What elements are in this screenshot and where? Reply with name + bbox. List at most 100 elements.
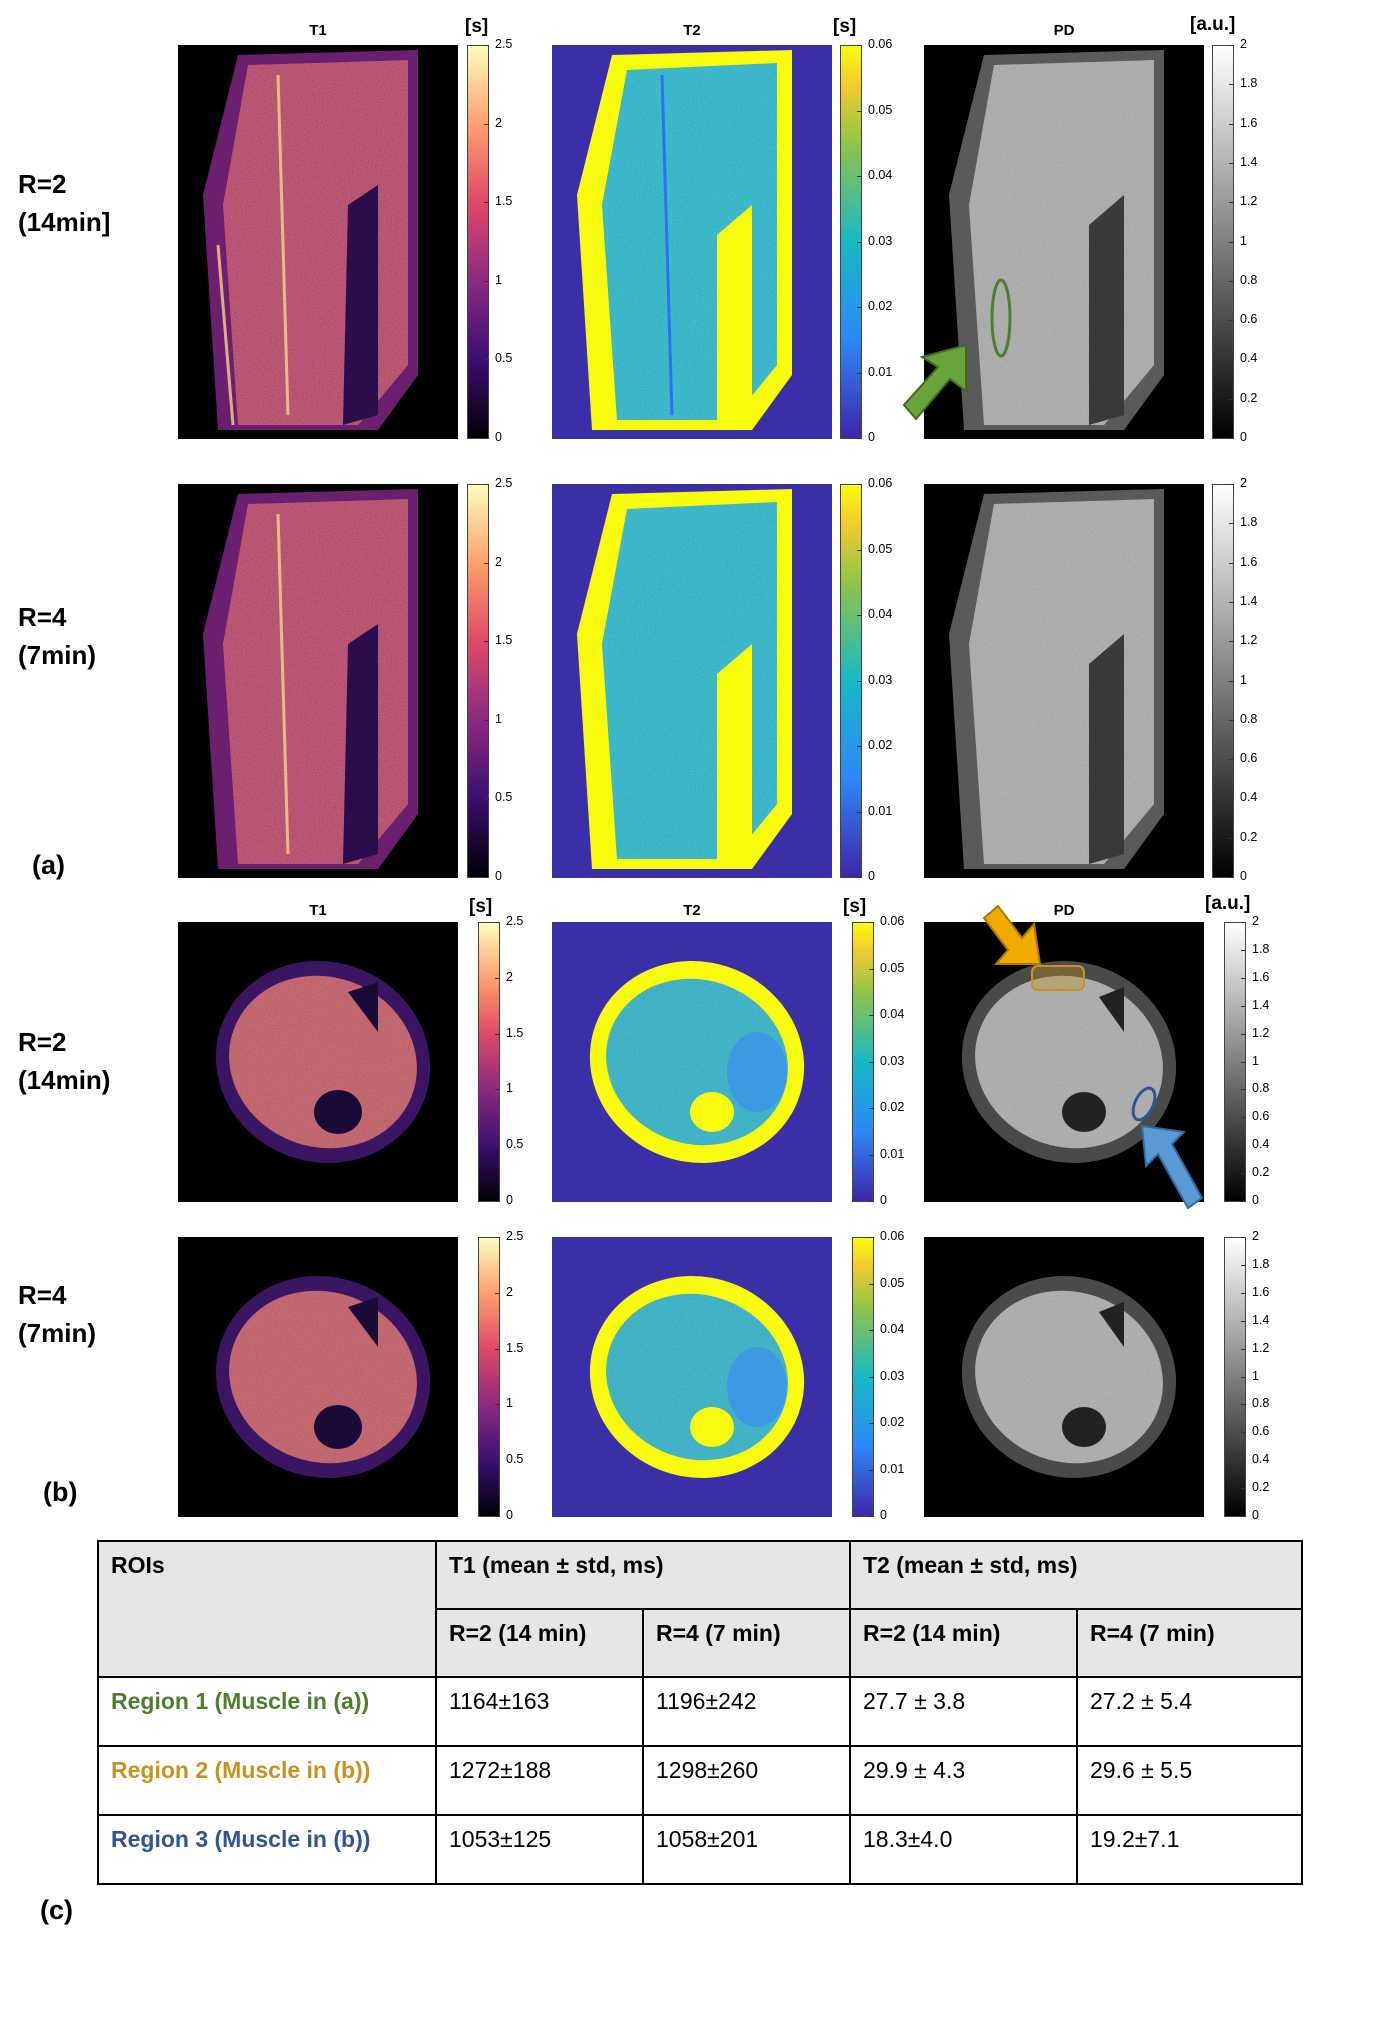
table-cell: 1058±201	[642, 1814, 851, 1885]
sub-header-t1-r4: R=4 (7 min)	[642, 1608, 851, 1678]
a-r2-t2-map	[552, 45, 832, 439]
colorbar-tick-mark	[484, 438, 489, 439]
a-t2-unit: [s]	[833, 16, 857, 37]
colorbar-tick-mark	[484, 123, 489, 125]
colorbar-tick-mark	[1229, 45, 1234, 46]
b-row1-label: R=2 (14min)	[18, 1027, 111, 1095]
colorbar-tick-mark	[1241, 1145, 1246, 1147]
colorbar-tick-label: 0.02	[880, 1100, 905, 1114]
table-cell: 19.2±7.1	[1076, 1814, 1303, 1885]
colorbar-tick-label: 0.4	[1252, 1452, 1270, 1467]
colorbar-tick-label: 1.2	[1252, 1340, 1270, 1355]
colorbar-tick-mark	[484, 877, 489, 878]
colorbar-tick-label: 0.06	[880, 1229, 905, 1243]
a-r4-t2-map	[552, 484, 832, 878]
colorbar-tick-label: 0.01	[868, 803, 893, 818]
colorbar-tick-label: 1	[1252, 1053, 1259, 1068]
colorbar-tick-mark	[1241, 1488, 1246, 1490]
colorbar-tick-mark	[857, 176, 862, 177]
colorbar-tick-label: 1	[1240, 672, 1247, 687]
colorbar-tick-label: 0.2	[1240, 829, 1258, 844]
colorbar-tick-label: 0.05	[880, 1275, 905, 1290]
colorbar-tick-label: 0.03	[880, 1368, 905, 1383]
colorbar-tick-label: 2.5	[495, 37, 513, 51]
colorbar-tick-mark	[484, 798, 489, 800]
colorbar-tick-mark	[1241, 1201, 1246, 1202]
colorbar-tick-label: 0.8	[1240, 711, 1258, 726]
colorbar-tick-label: 0.6	[1240, 751, 1258, 766]
colorbar-tick-mark	[857, 484, 862, 485]
colorbar-tick-label: 0.03	[868, 672, 893, 687]
b-row2-label: R=4 (7min)	[18, 1280, 96, 1348]
b-r2-t1-map	[178, 922, 458, 1202]
b-r2-t2-map	[552, 922, 832, 1202]
b-r4-t1-colorbar	[478, 1237, 500, 1517]
colorbar-tick-label: 0.4	[1252, 1137, 1270, 1152]
a-row2-label: R=4 (7min)	[18, 602, 96, 670]
panel-c-label: (c)	[40, 1895, 73, 1925]
colorbar-tick-label: 0.2	[1252, 1165, 1270, 1180]
colorbar-tick-mark	[1241, 1516, 1246, 1517]
colorbar-tick-mark	[1229, 162, 1234, 164]
colorbar-tick-mark	[1241, 1117, 1246, 1119]
colorbar-tick-mark	[1229, 123, 1234, 125]
colorbar-tick-label: 2.5	[506, 914, 524, 928]
roi-table: ROIs T1 (mean ± std, ms) T2 (mean ± std,…	[97, 1540, 1303, 1885]
colorbar-tick-label: 1.5	[506, 1340, 524, 1355]
table-cell: 1053±125	[435, 1814, 644, 1885]
colorbar-tick-label: 0	[495, 869, 502, 883]
colorbar-tick-mark	[495, 1237, 500, 1238]
a-r4-t1-colorbar	[467, 484, 489, 878]
colorbar-tick-mark	[484, 641, 489, 643]
colorbar-tick-mark	[1241, 1292, 1246, 1294]
colorbar-tick-mark	[1229, 398, 1234, 400]
rois-header: ROIs	[97, 1540, 437, 1678]
b-t2-unit: [s]	[843, 896, 867, 917]
colorbar-tick-mark	[1241, 1404, 1246, 1406]
colorbar-tick-mark	[484, 202, 489, 204]
colorbar-tick-mark	[1229, 759, 1234, 761]
colorbar-tick-mark	[495, 1145, 500, 1147]
colorbar-tick-label: 2	[495, 115, 502, 130]
colorbar-tick-mark	[484, 719, 489, 721]
table-row: Region 3 (Muscle in (b)) 1053±125 1058±2…	[97, 1814, 1303, 1885]
colorbar-tick-label: 1.4	[1240, 593, 1258, 608]
roi-region2-rect	[1031, 965, 1085, 991]
colorbar-tick-label: 0.02	[868, 299, 893, 313]
colorbar-tick-label: 0.01	[880, 1461, 905, 1476]
colorbar-tick-label: 0	[1240, 430, 1247, 444]
colorbar-tick-label: 1.8	[1240, 515, 1258, 530]
colorbar-tick-label: 0	[868, 869, 875, 883]
table-cell: 27.7 ± 3.8	[849, 1676, 1078, 1747]
b-r4-t2-map	[552, 1237, 832, 1517]
colorbar-tick-label: 0	[495, 430, 502, 444]
colorbar-tick-label: 0.6	[1252, 1424, 1270, 1439]
table-cell: 27.2 ± 5.4	[1076, 1676, 1303, 1747]
colorbar-tick-label: 0.05	[868, 102, 893, 117]
colorbar-tick-label: 1.6	[1240, 115, 1258, 130]
colorbar-tick-mark	[1229, 523, 1234, 525]
colorbar-tick-label: 0.6	[1240, 312, 1258, 327]
colorbar-tick-mark	[484, 562, 489, 564]
colorbar-tick-label: 1.8	[1240, 76, 1258, 91]
table-cell: 1272±188	[435, 1745, 644, 1816]
colorbar-tick-mark	[869, 1108, 874, 1109]
sub-header-t2-r4: R=4 (7 min)	[1076, 1608, 1303, 1678]
colorbar-tick-mark	[1229, 438, 1234, 439]
colorbar-tick-mark	[857, 438, 862, 439]
colorbar-tick-mark	[857, 680, 862, 682]
colorbar-tick-mark	[1241, 1376, 1246, 1378]
colorbar-tick-label: 0.4	[1240, 351, 1258, 366]
colorbar-tick-mark	[1229, 241, 1234, 243]
colorbar-tick-mark	[1229, 202, 1234, 204]
b-t1-title: T1	[309, 902, 327, 919]
colorbar-tick-label: 1.6	[1240, 554, 1258, 569]
colorbar-tick-label: 1.6	[1252, 1284, 1270, 1299]
colorbar-tick-label: 0.8	[1252, 1081, 1270, 1096]
colorbar-tick-mark	[1229, 359, 1234, 361]
colorbar-tick-mark	[1229, 562, 1234, 564]
colorbar-tick-label: 1.8	[1252, 941, 1270, 956]
roi-region1-ellipse	[990, 278, 1012, 358]
colorbar-tick-label: 2	[506, 1284, 513, 1299]
colorbar-tick-label: 0.04	[868, 607, 893, 621]
